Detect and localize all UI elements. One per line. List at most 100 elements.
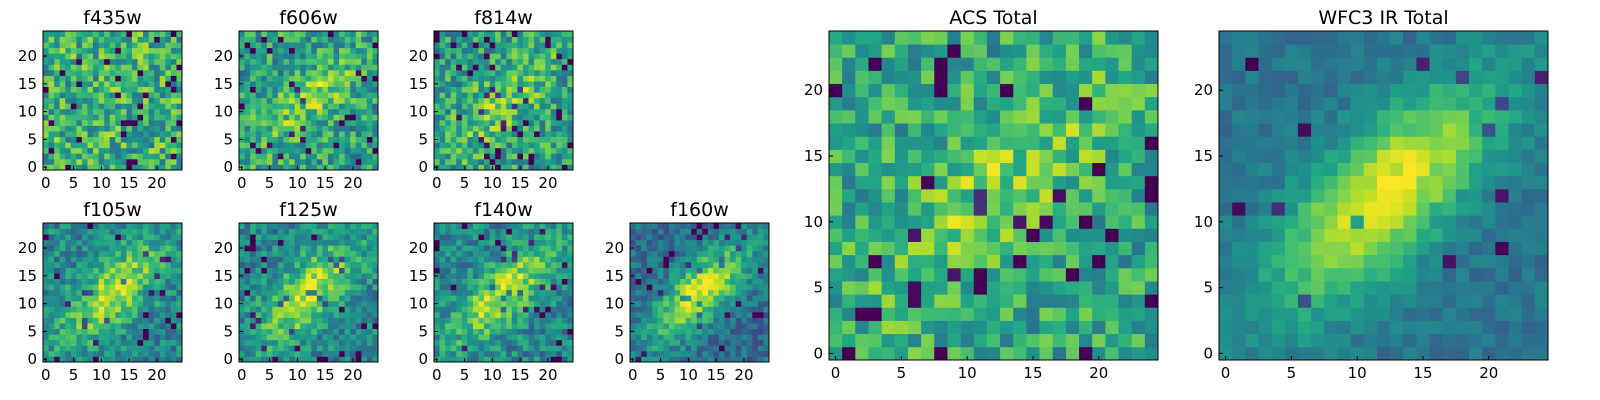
heatmap-cell bbox=[528, 31, 535, 37]
heatmap-cell bbox=[266, 86, 273, 93]
heatmap-cell bbox=[730, 339, 737, 346]
heatmap-cell bbox=[511, 58, 518, 65]
heatmap-cell bbox=[489, 261, 496, 268]
heatmap-cell bbox=[137, 223, 144, 229]
heatmap-cell bbox=[159, 261, 166, 268]
heatmap-cell bbox=[713, 267, 720, 274]
heatmap-cell bbox=[361, 108, 368, 115]
heatmap-cell bbox=[702, 289, 709, 296]
heatmap-cell bbox=[472, 228, 479, 235]
heatmap-cell bbox=[517, 31, 524, 37]
heatmap-cell bbox=[87, 300, 94, 307]
heatmap-cell bbox=[154, 97, 161, 104]
heatmap-cell bbox=[109, 142, 116, 149]
heatmap-cell bbox=[663, 350, 670, 357]
heatmap-cell bbox=[511, 284, 518, 291]
heatmap-cell bbox=[511, 42, 518, 49]
heatmap-cell bbox=[517, 250, 524, 257]
heatmap-cell bbox=[934, 202, 948, 216]
heatmap-cell bbox=[159, 136, 166, 143]
heatmap-cell bbox=[159, 42, 166, 49]
heatmap-cell bbox=[65, 136, 72, 143]
heatmap-cell bbox=[59, 53, 66, 60]
heatmap-cell bbox=[355, 103, 362, 110]
heatmap-cell bbox=[894, 149, 909, 163]
heatmap-cell bbox=[652, 273, 659, 279]
heatmap-cell bbox=[131, 273, 138, 279]
heatmap-cell bbox=[93, 119, 99, 126]
heatmap-cell bbox=[244, 108, 251, 115]
y-tick-label: 15 bbox=[214, 75, 233, 93]
heatmap-cell bbox=[277, 306, 284, 313]
heatmap-cell bbox=[98, 125, 105, 132]
axes-frame bbox=[42, 222, 183, 363]
heatmap-cell bbox=[718, 273, 725, 279]
y-tick-label: 20 bbox=[18, 239, 37, 257]
heatmap-cell bbox=[98, 245, 105, 252]
heatmap-cell bbox=[93, 75, 99, 82]
heatmap-cell bbox=[165, 350, 172, 357]
heatmap-cell bbox=[81, 234, 88, 241]
heatmap-cell bbox=[506, 36, 513, 43]
heatmap-cell bbox=[467, 356, 474, 363]
heatmap-cell bbox=[567, 339, 574, 346]
heatmap-cell bbox=[1013, 162, 1027, 177]
heatmap-cell bbox=[534, 223, 541, 229]
heatmap-cell bbox=[534, 114, 541, 121]
heatmap-cell bbox=[495, 328, 502, 335]
heatmap-cell bbox=[54, 234, 61, 241]
heatmap-cell bbox=[165, 36, 172, 43]
heatmap-cell bbox=[148, 114, 155, 121]
heatmap-cell bbox=[239, 125, 245, 132]
heatmap-cell bbox=[489, 334, 496, 341]
heatmap-cell bbox=[652, 239, 659, 246]
heatmap-cell bbox=[550, 323, 557, 330]
heatmap-cell bbox=[1039, 123, 1054, 137]
heatmap-cell bbox=[131, 323, 138, 330]
heatmap-cell bbox=[1026, 228, 1040, 242]
heatmap-cell bbox=[126, 142, 133, 149]
heatmap-cell bbox=[250, 42, 257, 49]
heatmap-cell bbox=[300, 317, 307, 324]
heatmap-cell bbox=[630, 311, 636, 318]
heatmap-cell bbox=[702, 278, 709, 285]
heatmap-cell bbox=[154, 142, 161, 149]
heatmap-cell bbox=[663, 323, 670, 330]
heatmap-cell bbox=[109, 267, 116, 274]
heatmap-cell bbox=[120, 69, 127, 76]
heatmap-cell bbox=[707, 339, 714, 346]
heatmap-cell bbox=[484, 261, 490, 268]
heatmap-cell bbox=[567, 47, 574, 54]
heatmap-cell bbox=[109, 58, 116, 65]
heatmap-cell bbox=[445, 250, 452, 257]
heatmap-cell bbox=[316, 267, 323, 274]
heatmap-cell bbox=[350, 81, 357, 87]
heatmap-cell bbox=[300, 36, 307, 43]
heatmap-cell bbox=[350, 97, 357, 104]
heatmap-cell bbox=[289, 142, 295, 149]
heatmap-cell bbox=[131, 81, 138, 87]
y-tick-label: 5 bbox=[223, 130, 233, 148]
heatmap-cell bbox=[344, 323, 351, 330]
heatmap-cell bbox=[556, 339, 563, 346]
heatmap-cell bbox=[283, 250, 290, 257]
heatmap-cell bbox=[456, 136, 463, 143]
heatmap-cell bbox=[545, 92, 552, 99]
heatmap-cell bbox=[539, 345, 546, 352]
heatmap-cell bbox=[261, 256, 268, 263]
heatmap-cell bbox=[165, 356, 172, 363]
heatmap-cell bbox=[148, 158, 155, 165]
heatmap-cell bbox=[868, 281, 883, 295]
heatmap-cell bbox=[556, 164, 563, 171]
heatmap-cell bbox=[316, 47, 323, 54]
heatmap-cell bbox=[434, 47, 440, 54]
heatmap-cell bbox=[855, 136, 869, 150]
heatmap-cell bbox=[450, 131, 457, 138]
heatmap-cell bbox=[170, 317, 177, 324]
heatmap-cell bbox=[478, 36, 485, 43]
heatmap-cell bbox=[165, 136, 172, 143]
heatmap-cell bbox=[1000, 333, 1014, 348]
heatmap-cell bbox=[355, 81, 362, 87]
heatmap-cell bbox=[333, 75, 340, 82]
heatmap-cell bbox=[461, 345, 468, 352]
